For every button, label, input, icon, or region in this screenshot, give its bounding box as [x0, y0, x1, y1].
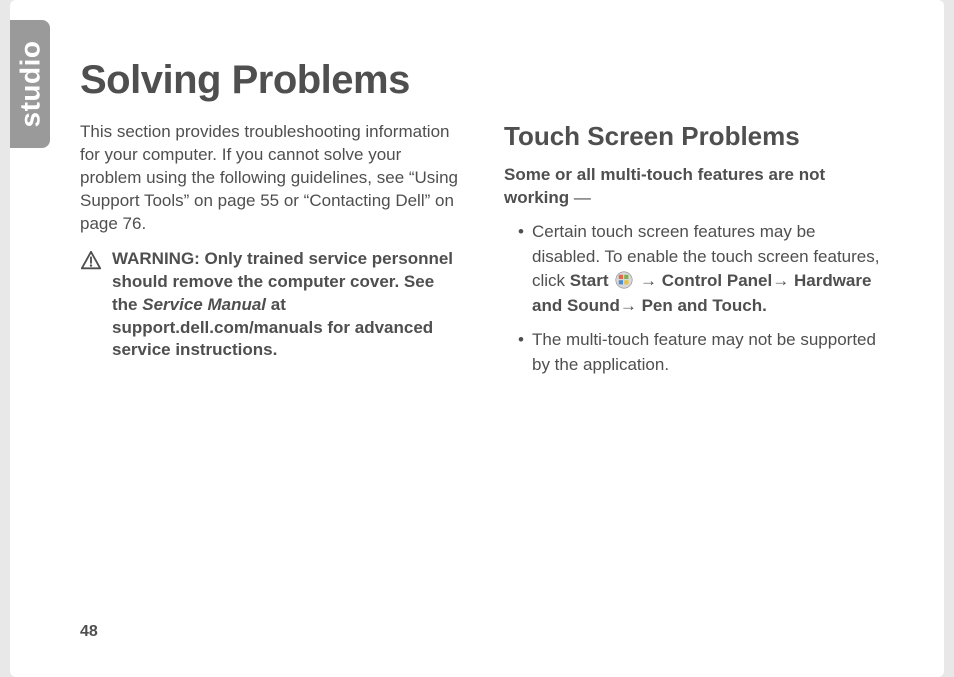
warning-italic: Service Manual	[142, 295, 266, 314]
bullet-list: Certain touch screen features may be dis…	[504, 220, 884, 378]
right-column: Touch Screen Problems Some or all multi-…	[504, 121, 884, 388]
arrow3: →	[620, 296, 642, 315]
arrow2: →	[772, 271, 794, 290]
symptom-dash: —	[569, 188, 591, 207]
two-column-layout: This section provides troubleshooting in…	[80, 121, 884, 388]
left-column: This section provides troubleshooting in…	[80, 121, 460, 388]
symptom-line: Some or all multi-touch features are not…	[504, 164, 884, 210]
list-item: The multi-touch feature may not be suppo…	[518, 328, 884, 377]
windows-start-orb-icon	[615, 271, 633, 289]
warning-icon	[80, 250, 102, 272]
content-area: Solving Problems This section provides t…	[80, 58, 884, 617]
page-number: 48	[80, 623, 98, 641]
bullet-text: The multi-touch feature may not be suppo…	[532, 330, 876, 374]
intro-paragraph: This section provides troubleshooting in…	[80, 121, 460, 236]
start-label: Start	[570, 271, 609, 290]
warning-text: WARNING: Only trained service personnel …	[112, 248, 460, 363]
side-tab-label: studio	[14, 41, 46, 128]
arrow1: →	[640, 271, 662, 290]
control-panel-label: Control Panel	[662, 271, 773, 290]
list-item: Certain touch screen features may be dis…	[518, 220, 884, 319]
section-heading: Touch Screen Problems	[504, 121, 884, 152]
page-title: Solving Problems	[80, 58, 884, 103]
document-page: studio Solving Problems This section pro…	[10, 0, 944, 677]
pen-touch-label: Pen and Touch.	[642, 296, 767, 315]
warning-block: WARNING: Only trained service personnel …	[80, 248, 460, 363]
symptom-bold: Some or all multi-touch features are not…	[504, 165, 825, 207]
side-tab: studio	[10, 20, 50, 148]
